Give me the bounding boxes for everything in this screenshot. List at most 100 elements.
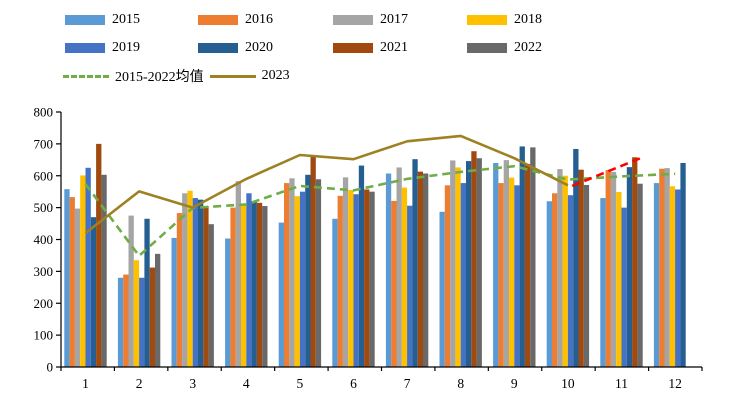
bar-2017-month-6	[342, 177, 349, 367]
bar-2018-month-1	[80, 175, 86, 367]
bar-2015-month-7	[385, 173, 392, 367]
legend-label: 2020	[245, 40, 273, 55]
bar-2019-month-4	[246, 193, 252, 367]
legend-item-2018: 2018	[467, 12, 542, 28]
bar-2015-month-8	[439, 211, 445, 367]
x-axis-tick-label: 4	[243, 376, 250, 391]
bar-2021-month-10	[578, 169, 584, 367]
bar-2020-month-4	[251, 201, 257, 367]
bar-2021-month-1	[96, 143, 102, 368]
bar-2022-month-3	[208, 224, 214, 367]
bar-2018-month-9	[509, 177, 515, 367]
bar-2015-month-9	[493, 163, 499, 367]
legend-label: 2022	[514, 40, 542, 55]
bar-2020-month-8	[466, 161, 472, 367]
bar-2016-month-3	[176, 213, 183, 367]
legend-item-2020: 2020	[198, 40, 273, 56]
average-line	[84, 164, 676, 258]
legend-swatch-2020	[198, 43, 238, 53]
x-axis-tick-label: 3	[189, 376, 196, 391]
bar-2021-month-9	[524, 163, 531, 367]
bar-2020-month-9	[519, 146, 525, 367]
bar-2020-month-3	[198, 199, 204, 367]
bar-2022-month-6	[369, 191, 375, 367]
bar-2017-month-2	[128, 215, 134, 367]
legend-label: 2023	[261, 68, 290, 83]
bar-2021-month-7	[417, 171, 423, 367]
bar-2020-month-5	[305, 174, 311, 367]
bar-2015-month-3	[171, 237, 177, 367]
bar-2018-month-6	[348, 190, 354, 367]
bar-2018-month-11	[616, 192, 622, 367]
bar-2017-month-3	[182, 193, 188, 367]
bar-2016-month-6	[337, 195, 343, 367]
bar-2021-month-2	[149, 267, 155, 367]
bar-2022-month-4	[262, 206, 268, 367]
bar-2020-month-1	[90, 217, 97, 367]
line-2023	[84, 134, 569, 235]
y-axis-tick-label: 500	[34, 200, 54, 215]
legend-swatch-2017	[333, 15, 373, 25]
bar-2017-month-1	[74, 208, 81, 367]
legend-label: 2015-2022均值	[115, 70, 204, 85]
bar-2015-month-12	[653, 183, 660, 367]
bar-2016-month-1	[69, 197, 75, 367]
bar-2019-month-3	[192, 198, 198, 367]
bar-2020-month-12	[680, 163, 686, 367]
bar-2016-month-7	[391, 200, 397, 367]
bar-2018-month-2	[133, 260, 140, 367]
bar-2022-month-9	[530, 147, 536, 367]
legend-label: 2018	[514, 12, 542, 27]
legend-item-2016: 2016	[198, 12, 273, 28]
bar-2015-month-11	[600, 198, 606, 367]
bar-2021-month-8	[471, 151, 477, 367]
y-axis-tick-label: 100	[34, 328, 54, 343]
bar-2022-month-8	[476, 158, 482, 367]
bar-2019-month-5	[299, 191, 306, 367]
bar-2015-month-2	[117, 277, 124, 367]
x-axis-tick-label: 8	[457, 376, 464, 391]
legend-swatch-2015	[65, 15, 105, 25]
bar-2018-month-5	[294, 196, 300, 367]
bar-2016-month-10	[552, 193, 558, 367]
x-axis-tick-label: 11	[615, 376, 628, 391]
bar-2019-month-1	[85, 167, 91, 367]
bar-2020-month-2	[144, 218, 150, 367]
x-axis-tick-label: 1	[82, 376, 89, 391]
bar-2015-month-4	[225, 238, 231, 367]
bar-2020-month-6	[358, 165, 365, 367]
legend-label: 2016	[245, 12, 273, 27]
x-axis-tick-label: 12	[668, 376, 682, 391]
x-axis-tick-label: 2	[136, 376, 143, 391]
bar-2019-month-11	[621, 207, 627, 368]
bar-2019-month-2	[139, 277, 145, 367]
bar-2019-month-9	[514, 185, 520, 367]
y-axis-tick-label: 700	[34, 136, 54, 151]
bar-2022-month-2	[155, 253, 161, 367]
legend-swatch-2021	[333, 43, 373, 53]
legend-swatch-2022	[467, 43, 507, 53]
bar-2017-month-8	[450, 160, 456, 367]
bar-2018-month-12	[669, 186, 676, 367]
bar-2016-month-12	[659, 168, 665, 367]
legend-item-2022: 2022	[467, 40, 542, 56]
legend-item-2015: 2015	[65, 12, 140, 28]
bar-2022-month-5	[315, 179, 322, 367]
bar-2021-month-11	[632, 157, 638, 367]
bar-2021-month-4	[256, 202, 263, 367]
bar-2019-month-12	[675, 189, 681, 367]
bar-2018-month-8	[455, 167, 461, 367]
bar-2015-month-10	[546, 201, 552, 367]
bar-2016-month-11	[605, 170, 611, 367]
bar-2018-month-7	[401, 187, 408, 367]
bar-2019-month-6	[353, 194, 359, 367]
bar-2019-month-10	[567, 195, 574, 367]
legend-swatch-2018	[467, 15, 507, 25]
legend-label: 2021	[380, 40, 408, 55]
legend-item-2019: 2019	[65, 40, 140, 56]
bar-2015-month-6	[332, 218, 338, 367]
bar-2018-month-10	[562, 175, 568, 367]
bar-2017-month-11	[610, 171, 617, 367]
bar-2016-month-9	[498, 183, 504, 367]
